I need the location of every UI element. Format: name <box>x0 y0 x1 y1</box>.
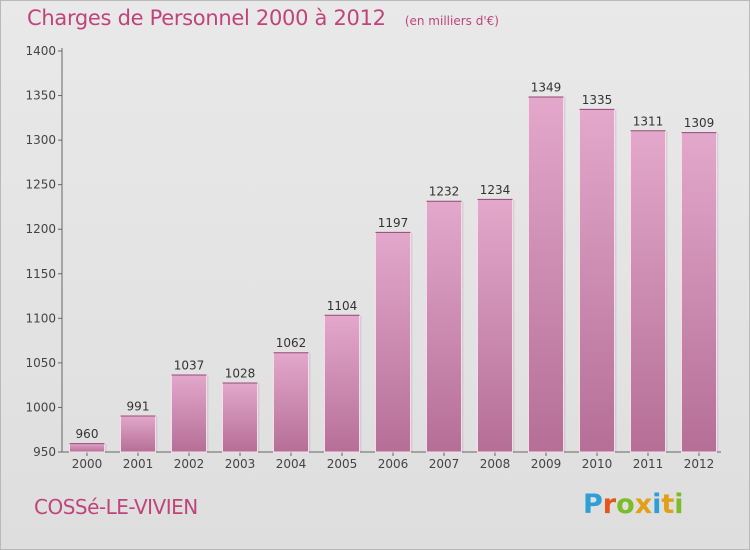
data-label-2009: 1349 <box>531 80 562 94</box>
bar-2004[interactable] <box>273 351 309 453</box>
x-tick-label-2002: 2002 <box>174 457 205 471</box>
bar-2011[interactable] <box>630 129 666 453</box>
x-tick-label-2009: 2009 <box>531 457 562 471</box>
data-label-2001: 991 <box>127 399 150 413</box>
bar-2003[interactable] <box>222 381 258 453</box>
data-label-2011: 1311 <box>633 114 664 128</box>
bar-2008[interactable] <box>477 198 513 453</box>
y-tick-label: 1200 <box>25 222 56 236</box>
city-name: COSSé-LE-VIVIEN <box>34 495 198 519</box>
data-label-2012: 1309 <box>684 116 715 130</box>
bar-2012[interactable] <box>681 131 717 453</box>
x-tick-label-2011: 2011 <box>633 457 664 471</box>
bar-2006[interactable] <box>375 231 411 453</box>
data-label-2006: 1197 <box>378 216 409 230</box>
data-label-2007: 1232 <box>429 185 460 199</box>
data-label-2010: 1335 <box>582 93 613 107</box>
bar-2002[interactable] <box>171 373 207 453</box>
chart-title: Charges de Personnel 2000 à 2012 <box>27 6 386 30</box>
data-label-2003: 1028 <box>225 366 256 380</box>
data-label-2000: 960 <box>76 427 99 441</box>
chart-title-row: Charges de Personnel 2000 à 2012 (en mil… <box>27 6 499 30</box>
data-label-2008: 1234 <box>480 183 511 197</box>
y-tick-label: 1350 <box>25 89 56 103</box>
x-tick-label-2010: 2010 <box>582 457 613 471</box>
proxiti-logo[interactable]: Proxiti <box>583 489 684 520</box>
y-tick-label: 1050 <box>25 356 56 370</box>
bar-2001[interactable] <box>120 414 156 453</box>
chart-subtitle: (en milliers d'€) <box>404 14 499 28</box>
x-tick-label-2004: 2004 <box>276 457 307 471</box>
bar-chart: 950100010501100115012001250130013501400 … <box>25 44 721 471</box>
bar-2007[interactable] <box>426 200 462 453</box>
bar-2009[interactable] <box>528 95 564 453</box>
x-tick-label-2012: 2012 <box>684 457 715 471</box>
x-tick-label-2006: 2006 <box>378 457 409 471</box>
y-tick-label: 1150 <box>25 267 56 281</box>
y-tick-label: 1100 <box>25 311 56 325</box>
x-tick-label-2001: 2001 <box>123 457 154 471</box>
y-tick-label: 1000 <box>25 400 56 414</box>
data-label-2004: 1062 <box>276 336 307 350</box>
bar-2000[interactable] <box>69 442 105 453</box>
y-tick-label: 1250 <box>25 178 56 192</box>
y-tick-label: 1300 <box>25 133 56 147</box>
data-label-2005: 1104 <box>327 299 358 313</box>
x-tick-label-2005: 2005 <box>327 457 358 471</box>
x-tick-label-2008: 2008 <box>480 457 511 471</box>
x-tick-label-2003: 2003 <box>225 457 256 471</box>
x-tick-label-2007: 2007 <box>429 457 460 471</box>
x-tick-label-2000: 2000 <box>72 457 103 471</box>
data-label-2002: 1037 <box>174 358 205 372</box>
bar-2005[interactable] <box>324 314 360 453</box>
bar-2010[interactable] <box>579 108 615 453</box>
y-tick-label: 1400 <box>25 44 56 58</box>
y-tick-label: 950 <box>33 445 56 459</box>
